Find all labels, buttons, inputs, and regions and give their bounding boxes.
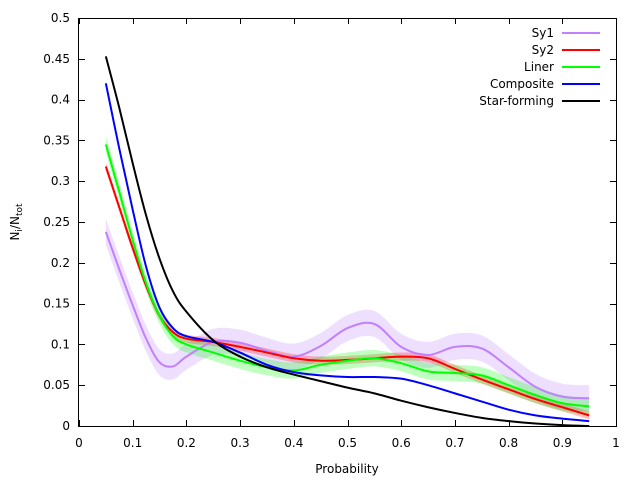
- y-axis-label-sub-tot: tot: [15, 203, 25, 216]
- y-tick-labels: 0 0.05 0.1 0.15 0.2 0.25 0.3 0.35 0.4 0.45 0.5: [43, 11, 70, 433]
- legend-label-star-forming: Star-forming: [479, 94, 554, 108]
- x-tick-label: 0.2: [177, 436, 196, 450]
- legend-label-composite: Composite: [490, 77, 554, 91]
- series-lines: [104, 56, 590, 427]
- y-axis-label-sub-i: i: [15, 229, 25, 232]
- y-tick-label: 0.4: [51, 93, 70, 107]
- legend-label-sy2: Sy2: [532, 43, 554, 57]
- x-tick-label: 0.1: [123, 436, 142, 450]
- x-tick-label: 0.3: [231, 436, 250, 450]
- x-tick-label: 0: [75, 436, 83, 450]
- band-sy1: [105, 218, 590, 412]
- y-axis-label: Ni/Ntot: [8, 203, 25, 241]
- x-tick-label: 1: [612, 436, 620, 450]
- y-tick-label: 0.15: [43, 297, 70, 311]
- line-sy1: [104, 231, 590, 400]
- legend-label-liner: Liner: [524, 60, 554, 74]
- y-tick-label: 0.3: [51, 174, 70, 188]
- y-tick-label: 0.1: [51, 337, 70, 351]
- y-tick-label: 0.5: [51, 11, 70, 25]
- x-axis-label: Probability: [315, 462, 378, 476]
- x-tick-labels: 0 0.1 0.2 0.3 0.4 0.5 0.6 0.7 0.8 0.9 1: [75, 436, 620, 450]
- y-tick-label: 0.35: [43, 133, 70, 147]
- y-tick-label: 0.2: [51, 256, 70, 270]
- x-tick-label: 0.5: [338, 436, 357, 450]
- y-tick-label: 0.05: [43, 378, 70, 392]
- legend-label-sy1: Sy1: [532, 26, 554, 40]
- y-tick-label: 0: [62, 419, 70, 433]
- x-tick-label: 0.9: [553, 436, 572, 450]
- x-tick-label: 0.8: [499, 436, 518, 450]
- plot-frame: [78, 18, 617, 427]
- x-tick-label: 0.7: [445, 436, 464, 450]
- x-tick-label: 0.4: [284, 436, 303, 450]
- line-star-forming: [104, 56, 590, 427]
- line-liner: [104, 144, 590, 408]
- y-axis-label-mid: /N: [8, 216, 22, 229]
- y-tick-label: 0.25: [43, 215, 70, 229]
- legend: Sy1 Sy2 Liner Composite Star-forming: [479, 26, 600, 108]
- line-composite: [104, 83, 590, 423]
- y-tick-label: 0.45: [43, 52, 70, 66]
- x-tick-label: 0.6: [392, 436, 411, 450]
